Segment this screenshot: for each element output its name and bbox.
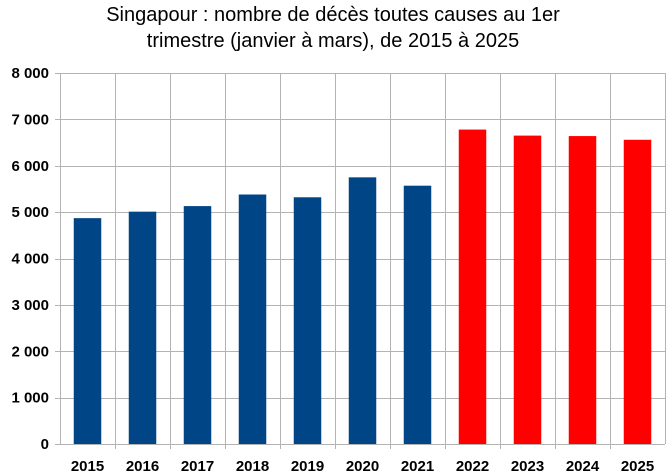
x-tick-label: 2017 [181, 458, 214, 473]
x-tick-label: 2024 [566, 458, 600, 473]
bars [73, 129, 652, 444]
x-tick-label: 2025 [621, 458, 654, 473]
x-axis-tick-labels: 2015 2016 2017 2018 2019 2020 2021 2022 2023 2024… [71, 458, 654, 473]
bar-2016 [128, 211, 157, 444]
y-tick-label: 1 000 [11, 390, 49, 407]
x-tick-label: 2023 [511, 458, 544, 473]
y-tick-label: 7 000 [11, 111, 49, 128]
x-tick-label: 2020 [346, 458, 379, 473]
bar-2020 [348, 177, 377, 444]
chart-title-line-1: Singapour : nombre de décès toutes cause… [106, 4, 560, 26]
y-tick-label: 6 000 [11, 158, 49, 175]
y-axis-tick-labels: 0 1 000 2 000 3 000 4 000 5 000 6 000 7 000 8 00… [11, 65, 49, 453]
axes [55, 73, 666, 449]
x-tick-label: 2015 [71, 458, 104, 473]
y-tick-label: 5 000 [11, 204, 49, 221]
x-tick-label: 2022 [456, 458, 489, 473]
x-tick-label: 2019 [291, 458, 324, 473]
chart-title: Singapour : nombre de décès toutes cause… [0, 2, 666, 54]
x-tick-label: 2021 [401, 458, 434, 473]
bar-2022 [458, 129, 487, 444]
x-tick-label: 2018 [236, 458, 269, 473]
bar-2021 [403, 185, 432, 444]
bar-2015 [73, 218, 102, 444]
bar-2023 [513, 135, 542, 444]
chart-title-line-2: trimestre (janvier à mars), de 2015 à 20… [146, 30, 520, 52]
bar-2018 [238, 194, 267, 444]
y-tick-label: 0 [41, 436, 49, 453]
bar-2024 [568, 136, 597, 444]
y-tick-label: 2 000 [11, 343, 49, 360]
bar-2019 [293, 197, 322, 444]
bar-2017 [183, 206, 212, 444]
y-tick-label: 4 000 [11, 251, 49, 268]
y-tick-label: 3 000 [11, 297, 49, 314]
grid-lines [60, 73, 665, 445]
y-tick-label: 8 000 [11, 65, 49, 82]
x-tick-label: 2016 [126, 458, 159, 473]
bar-2025 [623, 139, 652, 444]
